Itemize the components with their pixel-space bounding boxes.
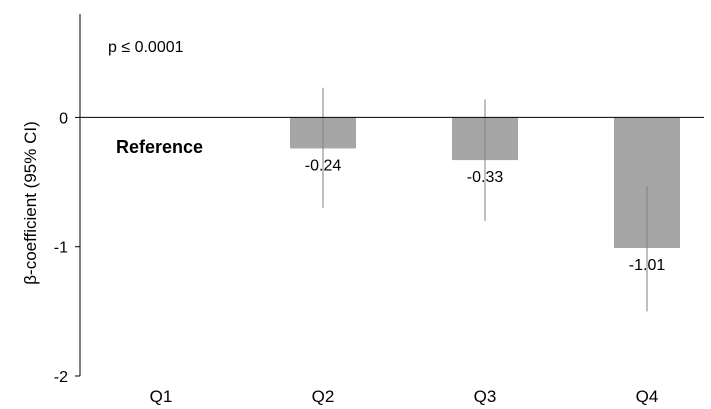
x-tick-label: Q2 (312, 387, 335, 406)
value-labels: -0.24 -0.33 -1.01 (305, 157, 666, 274)
y-tick-label: -2 (54, 369, 68, 386)
x-tick-label: Q3 (474, 387, 497, 406)
value-label: -0.24 (305, 157, 342, 174)
y-tick-label: 0 (59, 110, 68, 127)
value-label: -1.01 (629, 257, 666, 274)
x-tick-label: Q1 (150, 387, 173, 406)
value-label: -0.33 (467, 169, 504, 186)
x-axis-tick-labels: Q1 Q2 Q3 Q4 (150, 387, 659, 406)
p-value-annotation: p ≤ 0.0001 (108, 39, 184, 56)
y-axis-label: β-coefficient (95% CI) (21, 121, 40, 284)
y-axis-ticks: 0 -1 -2 (54, 110, 80, 386)
y-tick-label: -1 (54, 240, 68, 257)
x-tick-label: Q4 (636, 387, 659, 406)
reference-label: Reference (116, 137, 203, 157)
error-bars (322, 87, 648, 312)
